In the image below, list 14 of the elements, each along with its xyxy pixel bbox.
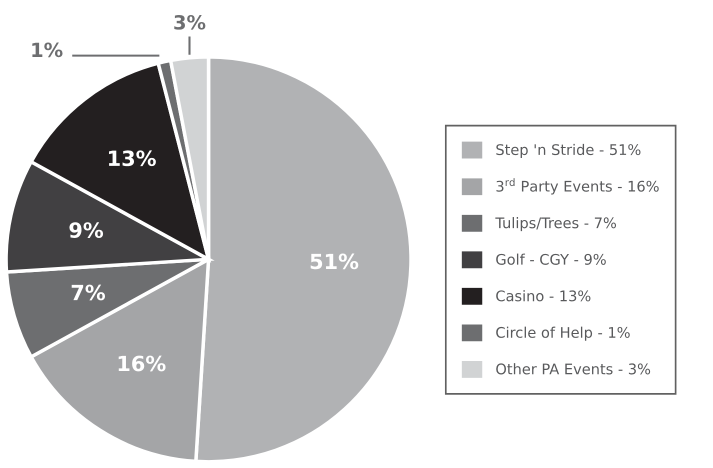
legend-label: Other PA Events - 3% [496,363,650,374]
legend-label: Tulips/Trees - 7% [495,217,616,232]
legend-label: Casino - 13% [496,290,590,302]
data-label: 9% [69,222,104,238]
legend-label: Golf - CGY - 9% [496,254,606,265]
legend-label: 3$^{rd}$ Party Events - 16% [496,178,659,195]
data-label: 16% [118,356,166,372]
legend-label: Step 'n Stride - 51% [496,144,640,158]
data-label: 51% [310,254,358,270]
data-label: 1% [32,42,63,58]
legend-label: Circle of Help - 1% [496,326,630,341]
data-label: 3% [174,14,206,30]
data-label: 7% [72,284,106,300]
data-label: 13% [109,150,156,166]
